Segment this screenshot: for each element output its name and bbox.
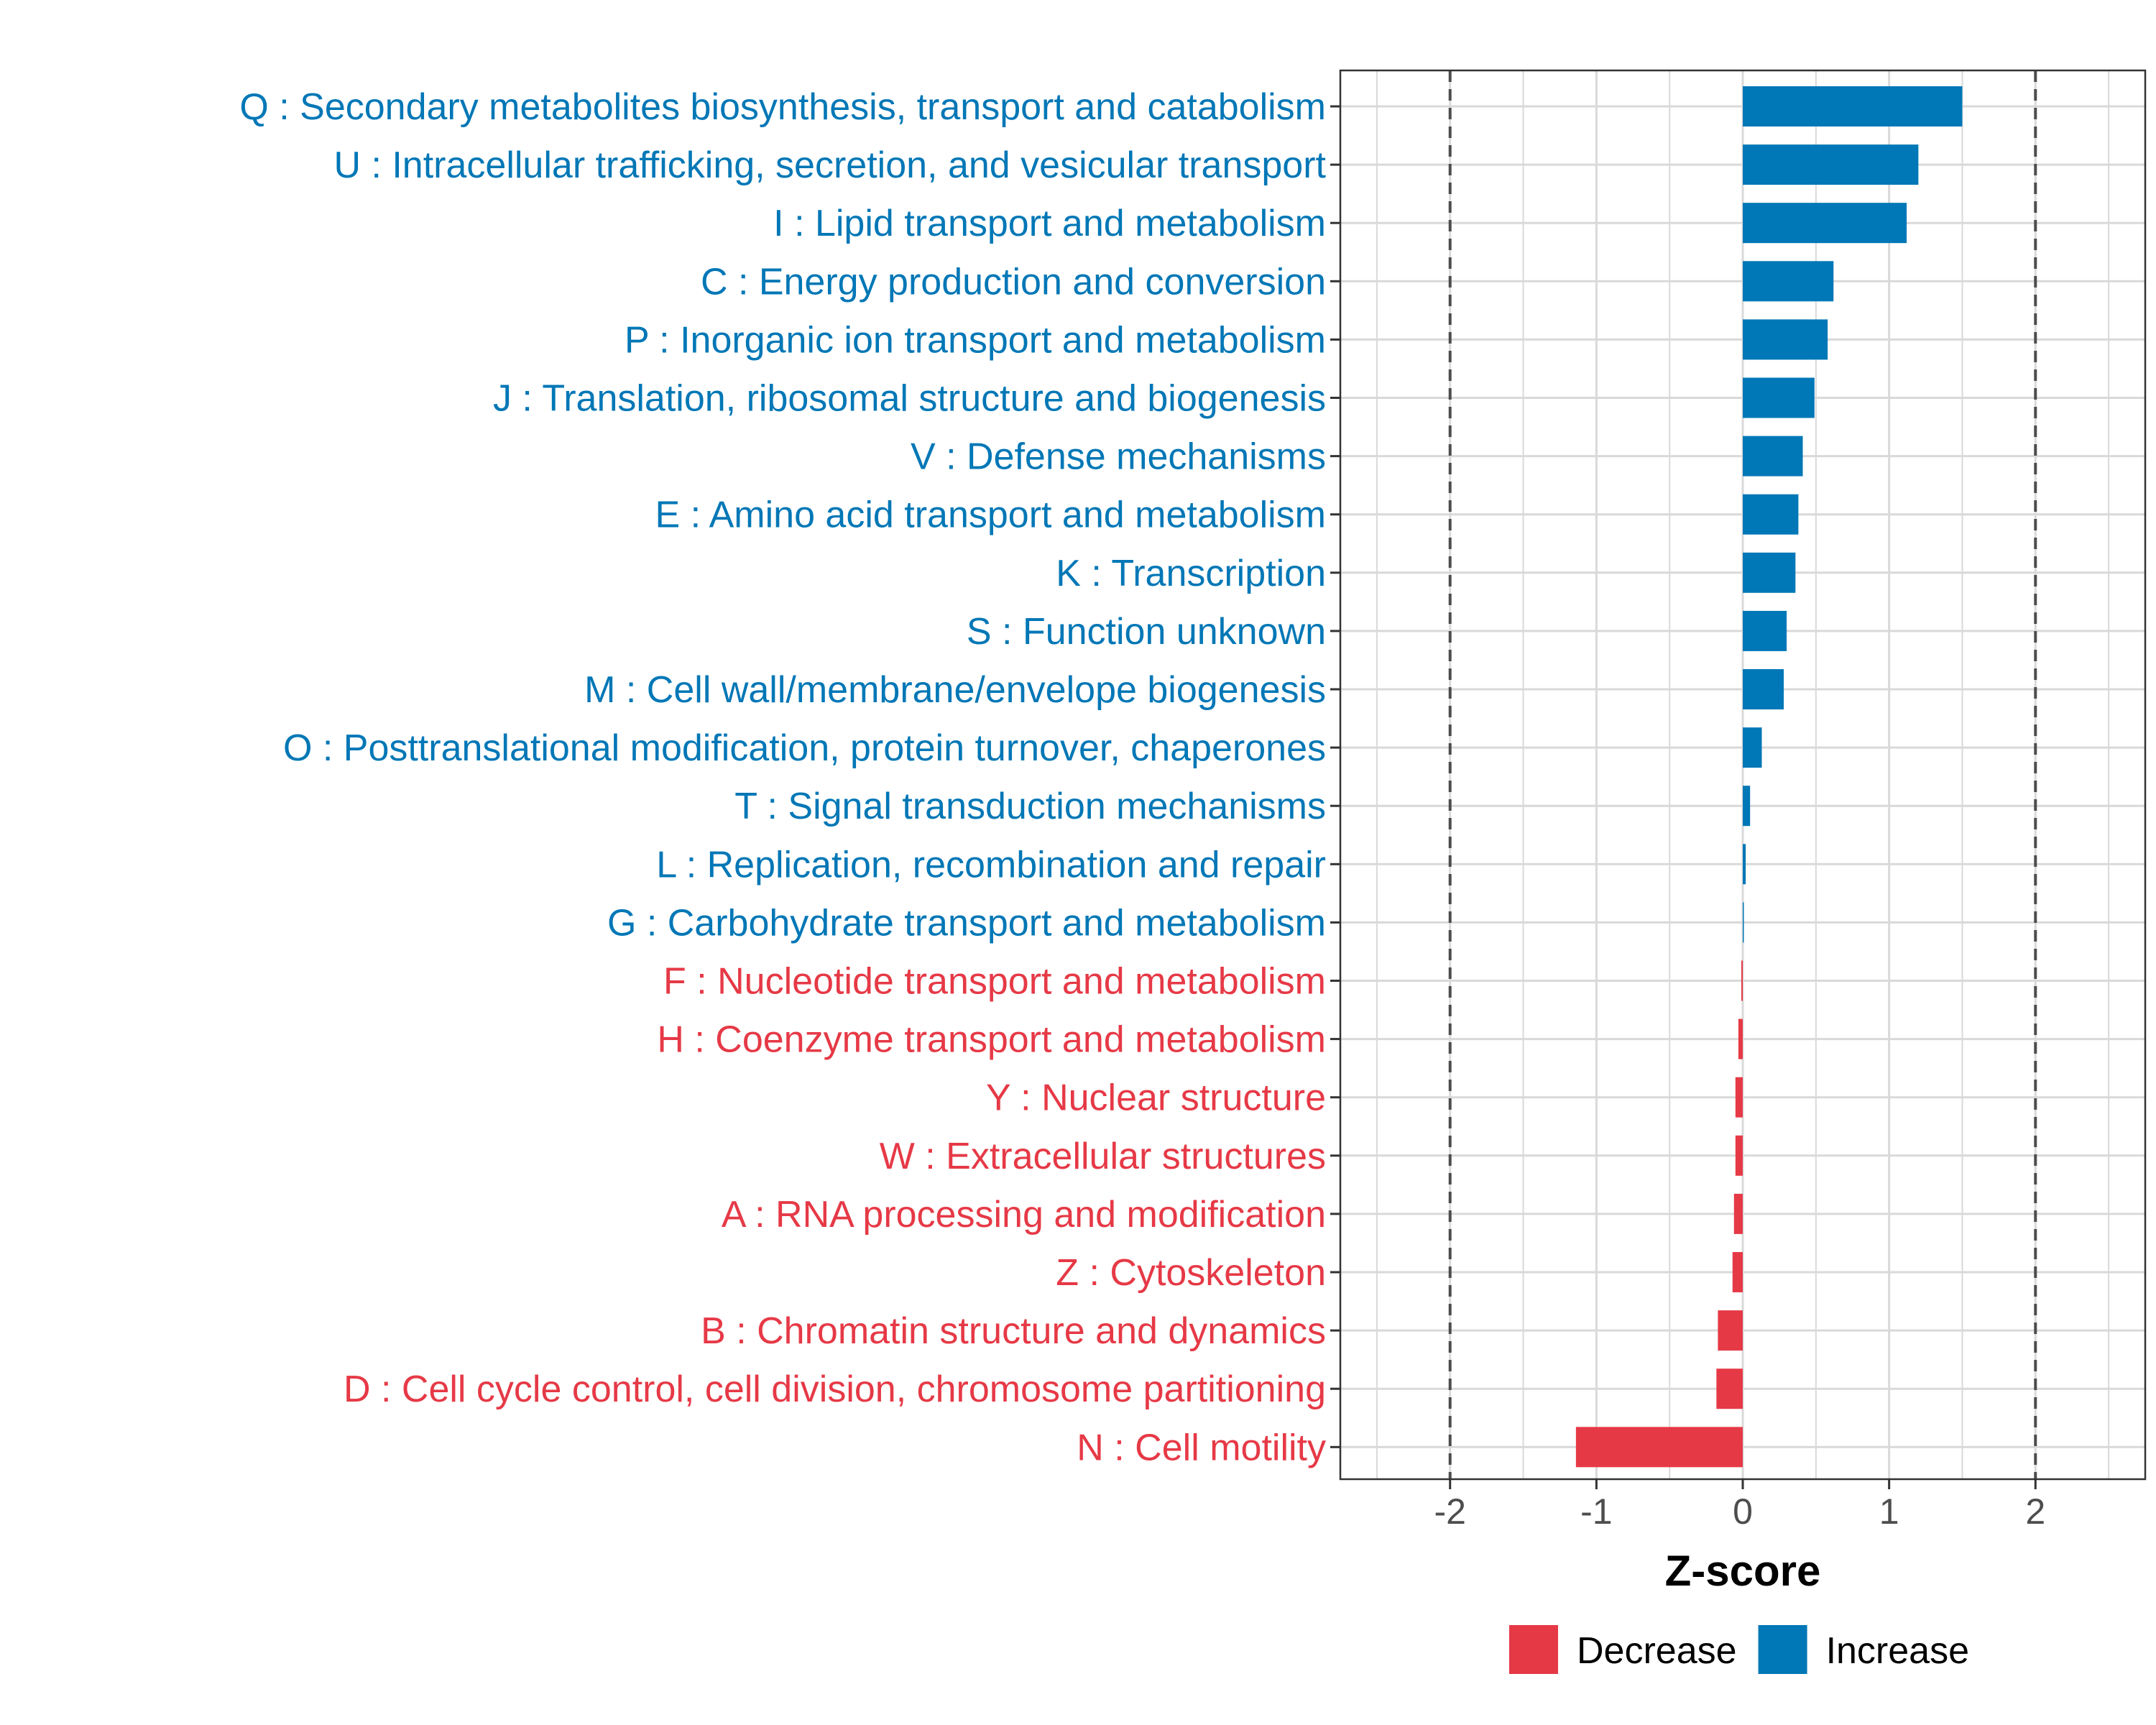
category-labels: Q : Secondary metabolites biosynthesis, … [239, 86, 1326, 1468]
x-tick-label: 2 [2025, 1491, 2045, 1532]
bar [1743, 844, 1746, 885]
bar [1743, 902, 1744, 943]
category-label: O : Posttranslational modification, prot… [283, 727, 1326, 769]
bar [1735, 1135, 1743, 1176]
bar [1743, 203, 1907, 244]
category-label: A : RNA processing and modification [722, 1194, 1326, 1236]
bar [1716, 1368, 1743, 1409]
legend: Decrease Increase [1509, 1625, 1969, 1674]
category-label: P : Inorganic ion transport and metaboli… [625, 319, 1326, 361]
legend-swatch [1509, 1625, 1558, 1674]
bar [1743, 610, 1787, 651]
bar [1733, 1193, 1743, 1234]
x-tick-label: -2 [1434, 1491, 1465, 1532]
bar [1743, 319, 1828, 360]
bar [1732, 1252, 1743, 1292]
bar [1743, 552, 1796, 593]
category-label: V : Defense mechanisms [911, 436, 1326, 478]
x-axis-title: Z-score [1665, 1547, 1821, 1595]
category-label: T : Signal transduction mechanisms [734, 786, 1326, 827]
category-label: J : Translation, ribosomal structure and… [493, 378, 1326, 420]
bars-layer [1575, 86, 1963, 1468]
category-label: F : Nucleotide transport and metabolism [663, 961, 1326, 1003]
category-label: K : Transcription [1056, 553, 1326, 594]
category-label: G : Carbohydrate transport and metabolis… [607, 902, 1326, 944]
category-label: B : Chromatin structure and dynamics [701, 1310, 1326, 1352]
x-tick-label: -1 [1580, 1491, 1612, 1532]
bar [1743, 494, 1799, 535]
x-tick-label: 0 [1733, 1491, 1753, 1532]
x-tick-label: 1 [1879, 1491, 1899, 1532]
category-label: Y : Nuclear structure [986, 1077, 1326, 1119]
bar [1743, 144, 1919, 185]
bar [1741, 960, 1743, 1001]
bar [1743, 786, 1751, 827]
category-label: C : Energy production and conversion [701, 261, 1326, 303]
category-label: W : Extracellular structures [880, 1136, 1326, 1177]
category-label: Z : Cytoskeleton [1056, 1252, 1326, 1294]
category-label: D : Cell cycle control, cell division, c… [344, 1368, 1326, 1410]
legend-label: Increase [1826, 1630, 1969, 1672]
bar [1743, 261, 1834, 302]
bar [1738, 1018, 1743, 1059]
category-label: N : Cell motility [1077, 1427, 1326, 1468]
x-tick-labels: -2 -1 0 1 2 [1434, 1491, 2045, 1532]
category-label: L : Replication, recombination and repai… [656, 844, 1326, 886]
category-label: S : Function unknown [967, 611, 1326, 653]
bar [1743, 436, 1803, 477]
legend-label: Decrease [1577, 1630, 1737, 1672]
reference-lines [1448, 70, 2037, 1479]
category-label: H : Coenzyme transport and metabolism [657, 1019, 1326, 1061]
category-label: I : Lipid transport and metabolism [773, 203, 1326, 244]
bar [1743, 377, 1815, 418]
category-label: U : Intracellular trafficking, secretion… [333, 144, 1326, 186]
legend-swatch [1758, 1625, 1807, 1674]
axis-ticks [1330, 105, 2037, 1489]
category-label: E : Amino acid transport and metabolism [655, 494, 1326, 536]
bar [1718, 1310, 1743, 1351]
bar [1743, 669, 1784, 709]
category-label: M : Cell wall/membrane/envelope biogenes… [584, 669, 1326, 711]
category-label: Q : Secondary metabolites biosynthesis, … [239, 86, 1326, 128]
bar [1743, 727, 1762, 768]
bar [1735, 1077, 1743, 1118]
bar [1575, 1427, 1743, 1468]
bar [1743, 86, 1963, 126]
